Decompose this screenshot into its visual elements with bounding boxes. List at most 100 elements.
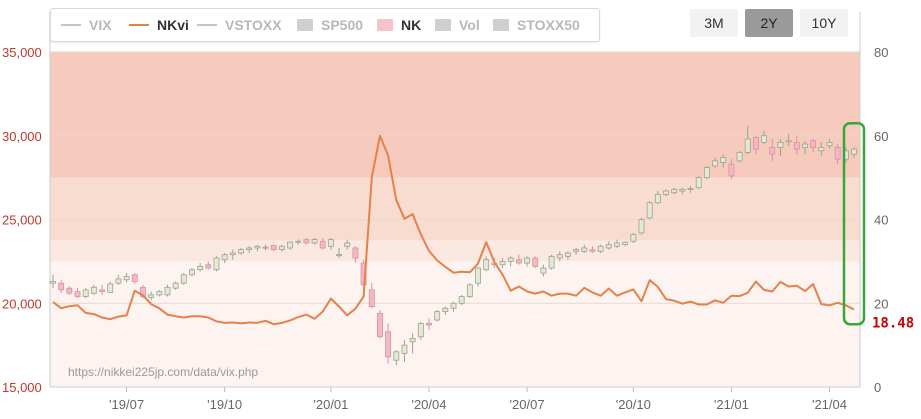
candle-body (752, 137, 759, 150)
candle-body (638, 219, 645, 234)
candle-body (466, 284, 473, 297)
right-tick-label: 0 (874, 380, 881, 395)
candle-body (246, 247, 253, 251)
band-2 (50, 240, 860, 262)
candle (483, 256, 490, 272)
candle (319, 237, 326, 250)
stoxx50-rect-swatch-icon (493, 19, 509, 31)
candle-body (458, 296, 465, 304)
candle (426, 318, 432, 331)
x-tick-label: '19/07 (109, 397, 144, 412)
candle (295, 239, 302, 245)
candle (573, 247, 580, 255)
candle (442, 306, 449, 315)
candle (311, 237, 318, 245)
nkvi-line-swatch-icon (129, 24, 149, 26)
candle (703, 165, 710, 180)
candle-body (826, 142, 833, 147)
left-tick-label: 30,000 (2, 129, 42, 144)
candle-body (834, 147, 841, 160)
candle-body (507, 257, 514, 262)
right-tick-label: 80 (874, 45, 888, 60)
x-tick-label: '20/10 (616, 397, 651, 412)
candle-body (573, 249, 580, 252)
vol-rect-swatch-icon (435, 19, 451, 31)
candle-body (352, 247, 359, 259)
candle (597, 244, 604, 253)
candle-body (810, 140, 817, 148)
legend-label-stoxx50: STOXX50 (517, 17, 580, 33)
candle (450, 301, 457, 312)
candle-body (221, 254, 228, 261)
candle (368, 283, 375, 309)
candle-body (385, 331, 392, 358)
candle (352, 246, 359, 264)
candle (115, 274, 122, 285)
candle (229, 249, 236, 260)
candle (401, 340, 408, 362)
candle-body (671, 188, 678, 194)
candle-body (818, 147, 825, 152)
x-tick-label: '20/01 (313, 397, 348, 412)
candle (851, 147, 857, 158)
candle-body (327, 239, 334, 247)
legend-item-vol[interactable]: Vol (435, 17, 480, 33)
candle-body (205, 264, 212, 269)
candle (327, 237, 334, 250)
candle-body (180, 274, 187, 284)
legend-item-vstoxx[interactable]: VSTOXX (197, 17, 282, 33)
candle-body (524, 257, 530, 264)
legend-item-nk[interactable]: NK (377, 17, 421, 33)
right-tick-label: 40 (874, 213, 888, 228)
right-tick-label: 60 (874, 129, 888, 144)
candle (270, 244, 277, 252)
candle-body (409, 338, 416, 343)
candle-body (189, 269, 195, 276)
watermark-url: https://nikkei225jp.com/data/vix.php (68, 365, 258, 379)
candle-body (769, 147, 776, 155)
candle-body (393, 351, 400, 361)
range-3m-button[interactable]: 3M (690, 9, 738, 37)
candle (238, 247, 244, 255)
candle-body (605, 244, 612, 249)
candle (172, 281, 179, 290)
legend-label-vstoxx: VSTOXX (225, 17, 282, 33)
legend-item-nkvi[interactable]: NKvi (129, 17, 189, 33)
candle (393, 350, 400, 366)
candle (278, 244, 285, 252)
candle-body (589, 249, 596, 252)
candle (409, 333, 416, 354)
candle (663, 189, 669, 197)
legend-item-vix[interactable]: VIX (61, 17, 112, 33)
last-value-label: 18.48 (872, 316, 914, 332)
candle-body (515, 259, 522, 264)
candle (66, 286, 73, 295)
candle-body (295, 240, 302, 243)
candle (752, 135, 759, 155)
candle (712, 157, 718, 168)
candle-body (663, 190, 669, 195)
candle (377, 309, 383, 339)
candle-body (99, 289, 105, 292)
candle (826, 139, 833, 150)
candle (303, 237, 310, 245)
candle (254, 244, 261, 252)
legend-item-stoxx50[interactable]: STOXX50 (493, 17, 580, 33)
candle-body (164, 286, 171, 296)
range-10y-button[interactable]: 10Y (800, 9, 848, 37)
candle-body (90, 286, 97, 294)
legend-item-sp500[interactable]: SP500 (297, 17, 363, 33)
candle (50, 274, 56, 289)
candle (564, 251, 571, 260)
left-tick-label: 15,000 (2, 380, 42, 395)
candle-body (74, 291, 81, 297)
candle-body (82, 289, 89, 297)
candle-body (581, 247, 588, 252)
candle (466, 283, 473, 299)
candle-body (622, 241, 629, 246)
candle-body (417, 322, 424, 338)
candle-body (303, 239, 310, 244)
candle (589, 246, 596, 253)
candle-body (270, 245, 277, 251)
range-2y-button[interactable]: 2Y (745, 9, 793, 37)
